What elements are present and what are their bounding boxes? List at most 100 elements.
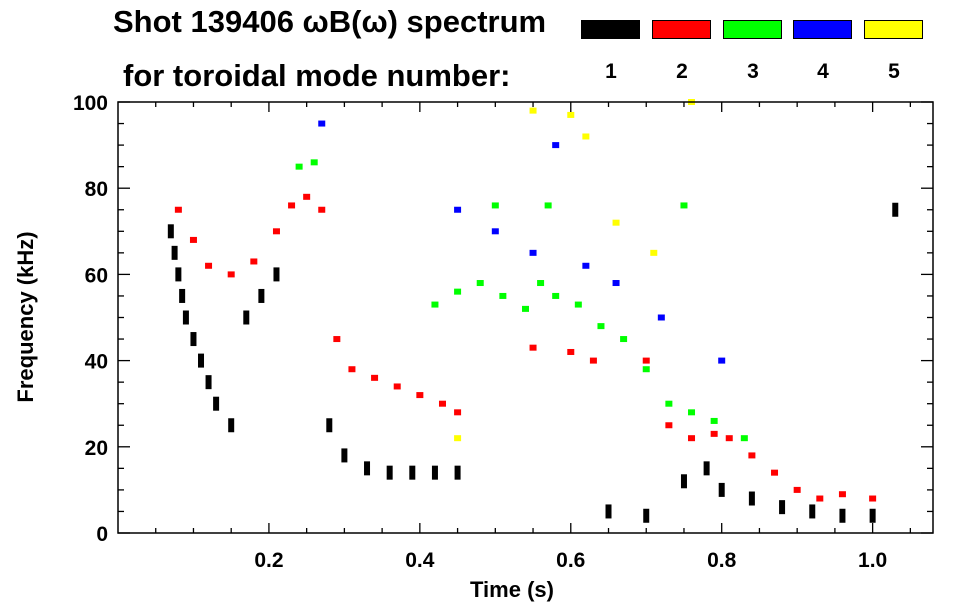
- y-tick-label: 60: [85, 264, 108, 287]
- data-point-n=2: [333, 336, 341, 343]
- legend-label-5: 5: [888, 60, 900, 83]
- x-tick-label: 1.0: [858, 549, 887, 572]
- plot-frame: [117, 101, 934, 534]
- data-point-n=1: [179, 288, 186, 303]
- chart-title: Shot 139406 ωB(ω) spectrum: [113, 4, 547, 39]
- data-point-n=1: [431, 465, 438, 480]
- legend-label-2: 2: [676, 60, 688, 83]
- chart-subtitle: for toroidal mode number:: [123, 58, 511, 93]
- data-point-n=3: [740, 435, 748, 442]
- data-point-n=2: [725, 435, 733, 442]
- data-point-n=5: [650, 249, 658, 256]
- data-point-n=4: [718, 357, 726, 364]
- legend-label-4: 4: [817, 60, 829, 83]
- legend-swatch-3: [723, 20, 782, 39]
- data-point-n=1: [809, 504, 816, 519]
- y-tick-label: 20: [85, 437, 108, 460]
- data-point-n=1: [258, 288, 265, 303]
- data-point-n=1: [869, 508, 876, 523]
- data-point-n=1: [167, 224, 174, 239]
- data-point-n=1: [703, 461, 710, 476]
- data-point-n=5: [567, 111, 575, 118]
- data-point-n=2: [272, 228, 280, 235]
- data-point-n=1: [779, 500, 786, 515]
- data-point-n=4: [582, 262, 590, 269]
- data-point-n=1: [748, 491, 755, 506]
- data-point-n=2: [303, 193, 311, 200]
- data-point-n=2: [793, 486, 801, 493]
- data-point-n=1: [273, 267, 280, 282]
- data-point-n=1: [205, 375, 212, 390]
- data-point-n=3: [574, 301, 582, 308]
- y-tick-label: 0: [96, 523, 108, 546]
- data-point-n=2: [318, 206, 326, 213]
- x-tick-label: 0.6: [556, 549, 585, 572]
- data-point-n=1: [718, 482, 725, 497]
- data-point-n=1: [364, 461, 371, 476]
- data-point-n=2: [589, 357, 597, 364]
- legend-swatch-4: [793, 20, 852, 39]
- data-point-n=5: [612, 219, 620, 226]
- data-point-n=1: [605, 504, 612, 519]
- data-point-n=2: [567, 348, 575, 355]
- data-point-n=4: [552, 142, 560, 149]
- data-point-n=1: [341, 448, 348, 463]
- data-point-n=1: [190, 332, 197, 347]
- data-point-n=1: [326, 418, 333, 433]
- data-point-n=1: [198, 353, 205, 368]
- data-point-n=3: [295, 163, 303, 170]
- data-point-n=3: [642, 366, 650, 373]
- data-point-n=4: [657, 314, 665, 321]
- data-point-n=3: [665, 400, 673, 407]
- data-point-n=2: [174, 206, 182, 213]
- data-points: [167, 99, 899, 523]
- data-point-n=1: [243, 310, 250, 325]
- x-tick-label: 0.4: [405, 549, 435, 572]
- data-point-n=2: [816, 495, 824, 502]
- data-point-n=2: [454, 409, 462, 416]
- data-point-n=3: [537, 280, 545, 287]
- data-point-n=2: [748, 452, 756, 459]
- data-point-n=1: [175, 267, 182, 282]
- data-point-n=2: [710, 430, 718, 437]
- data-point-n=5: [529, 107, 537, 114]
- data-point-n=3: [522, 305, 529, 312]
- data-point-n=2: [288, 202, 296, 209]
- data-point-n=1: [386, 465, 393, 480]
- data-point-n=3: [544, 202, 552, 209]
- data-point-n=1: [839, 508, 846, 523]
- legend-swatch-2: [652, 20, 711, 39]
- data-point-n=3: [688, 409, 696, 416]
- data-point-n=2: [665, 422, 673, 429]
- data-point-n=3: [431, 301, 439, 308]
- data-point-n=2: [371, 374, 379, 381]
- data-point-n=2: [529, 344, 537, 351]
- axis-tick-labels: 0.2 0.4 0.6 0.8 1.0 0 20 40 60 80 100: [73, 92, 887, 572]
- data-point-n=3: [476, 280, 484, 287]
- data-point-n=2: [393, 383, 401, 390]
- legend-swatch-5: [864, 20, 923, 39]
- data-point-n=2: [205, 262, 213, 269]
- data-point-n=2: [771, 469, 779, 476]
- data-point-n=1: [643, 508, 650, 523]
- y-tick-label: 80: [85, 178, 108, 201]
- data-point-n=4: [454, 206, 462, 213]
- data-point-n=2: [189, 236, 197, 243]
- data-point-n=1: [454, 465, 461, 480]
- data-point-n=2: [869, 495, 877, 502]
- data-point-n=4: [491, 228, 499, 235]
- data-point-n=4: [318, 120, 326, 127]
- data-point-n=1: [228, 418, 235, 433]
- data-point-n=3: [491, 202, 499, 209]
- data-point-n=3: [552, 292, 560, 299]
- data-point-n=3: [680, 202, 688, 209]
- data-point-n=2: [227, 271, 235, 278]
- data-point-n=5: [454, 435, 462, 442]
- data-point-n=2: [688, 435, 696, 442]
- axis-ticks: [118, 101, 933, 534]
- data-point-n=2: [348, 366, 356, 373]
- data-point-n=2: [642, 357, 650, 364]
- data-point-n=1: [213, 396, 220, 411]
- data-point-n=4: [529, 249, 537, 256]
